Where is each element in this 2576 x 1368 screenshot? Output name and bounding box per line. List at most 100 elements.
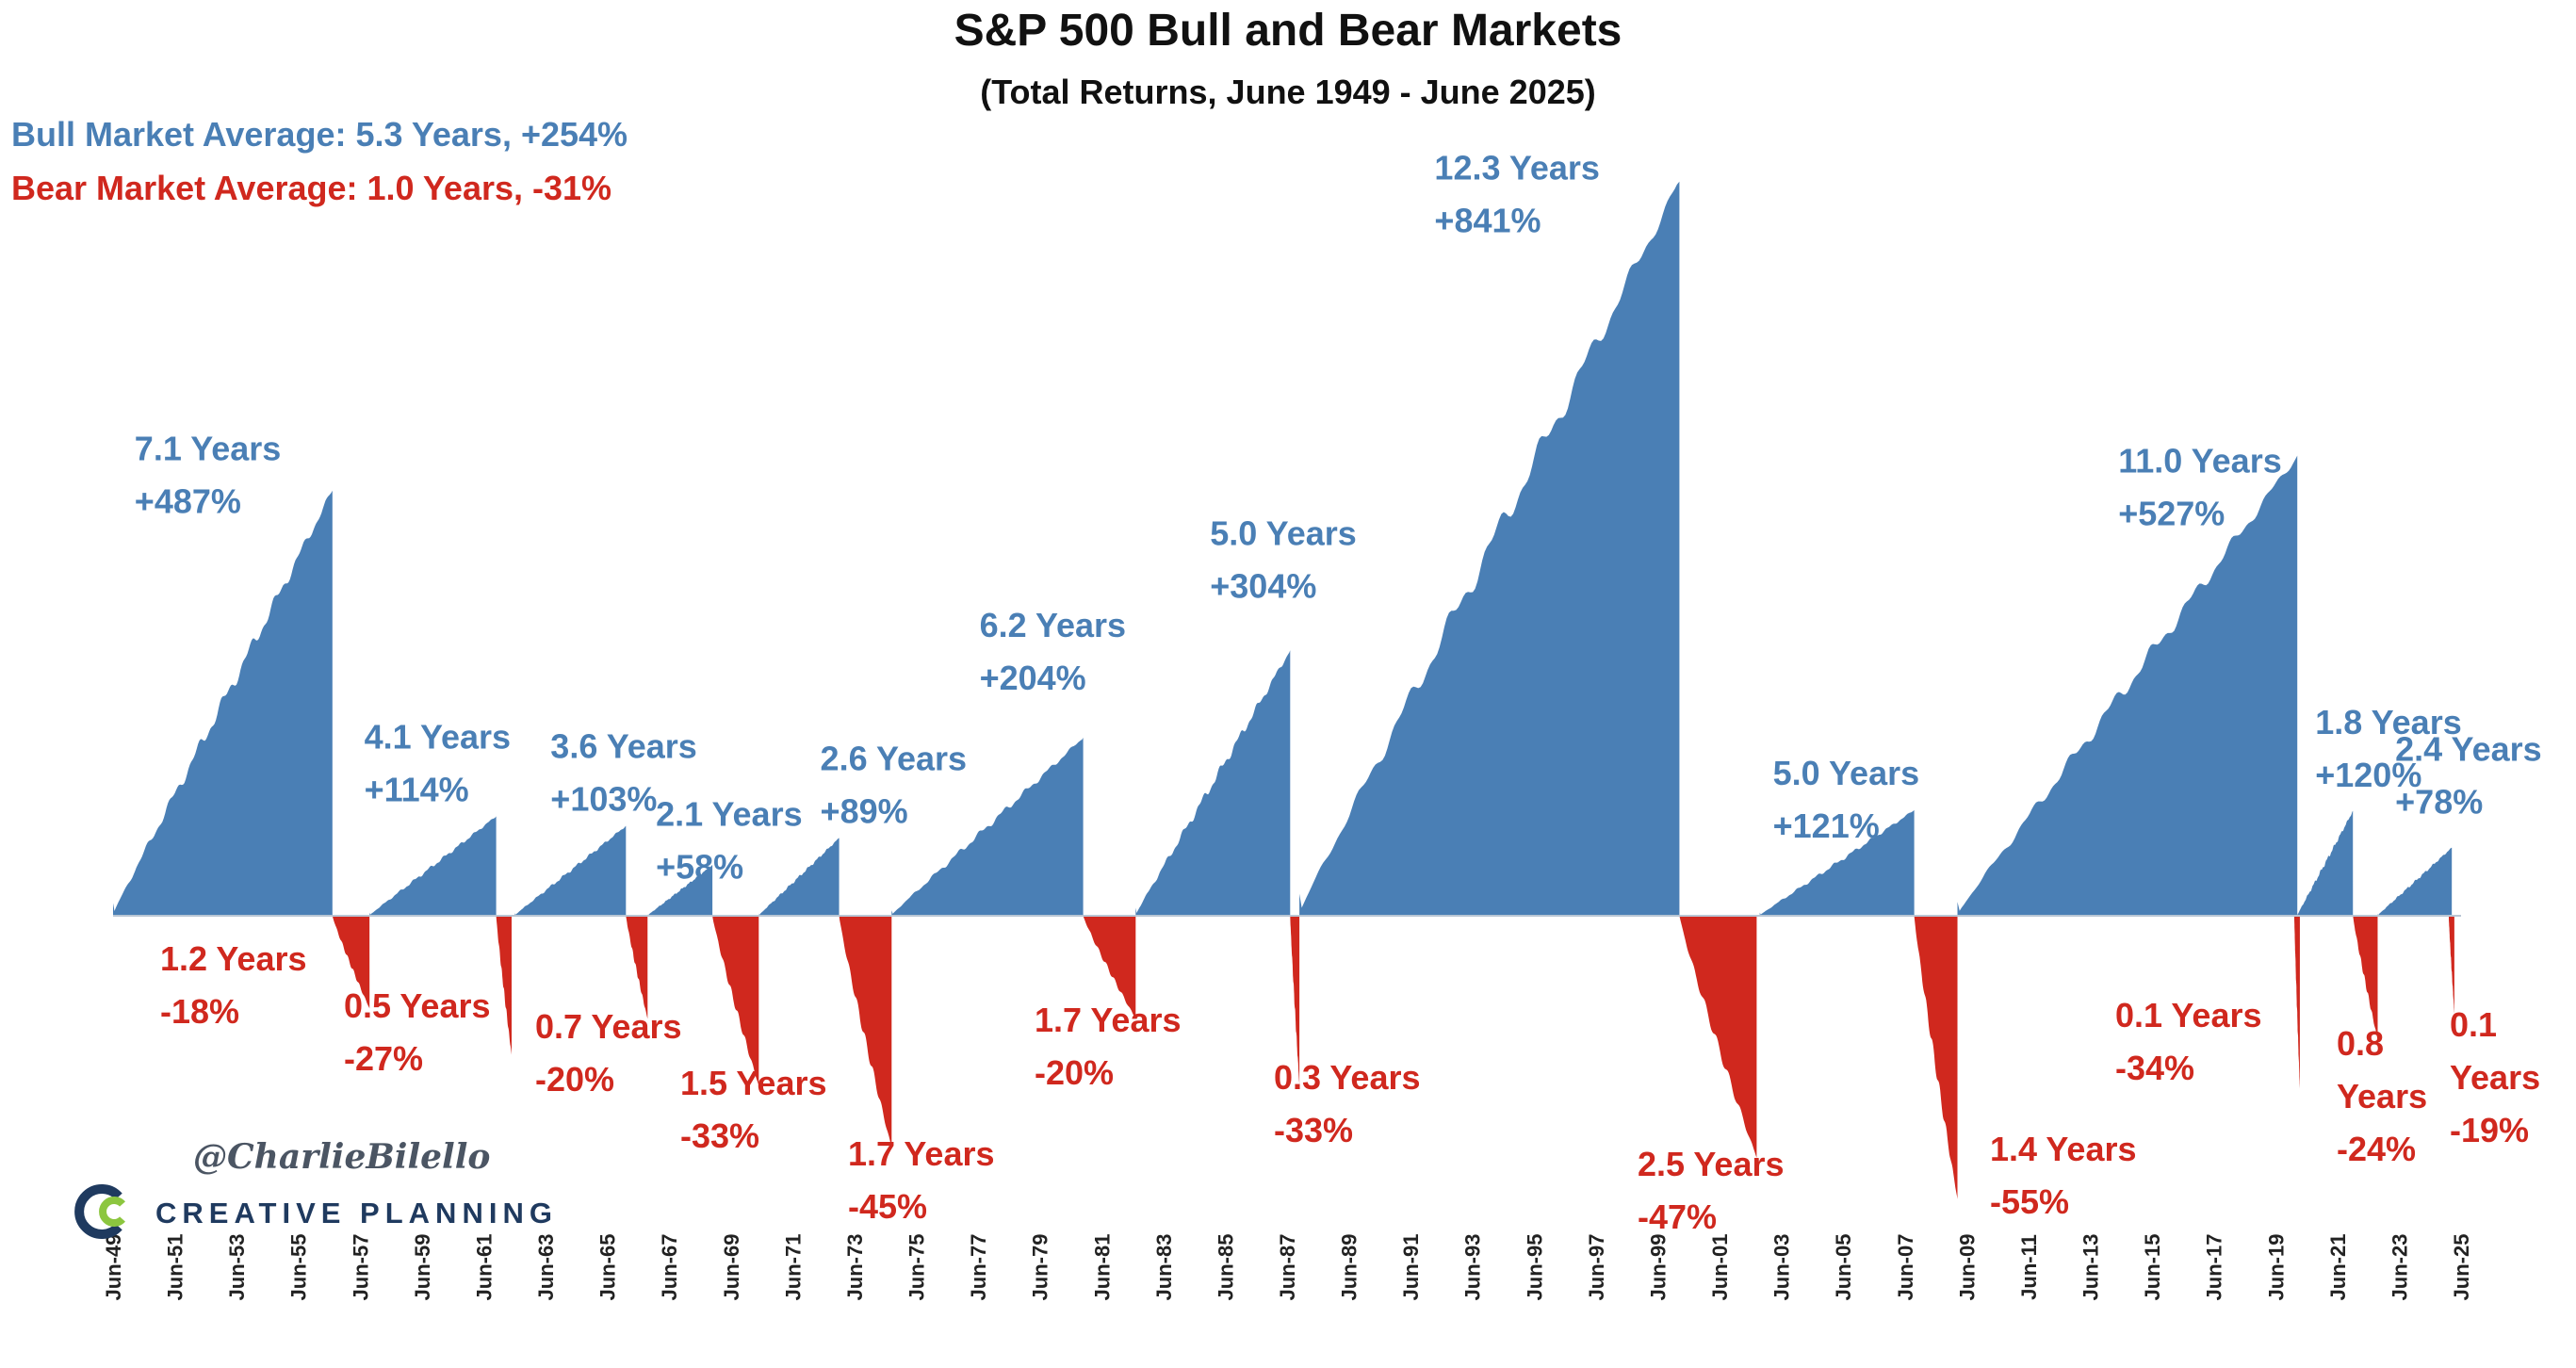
x-tick-label: Jun-01 [1708,1234,1732,1301]
x-tick-label: Jun-21 [2326,1234,2350,1301]
bear-market-area [1914,916,1958,1199]
x-tick-label: Jun-05 [1832,1234,1855,1301]
bear-market-area [2353,916,2378,1040]
bear-market-area [2293,916,2300,1091]
bull-market-area [514,825,627,916]
bull-market-area [2297,810,2354,916]
x-tick-label: Jun-75 [905,1234,929,1301]
x-tick-label: Jun-79 [1029,1234,1052,1301]
bull-duration-label: 2.1 Years [656,794,803,833]
bull-return-label: +304% [1210,566,1316,605]
bull-return-label: +89% [821,792,908,831]
bull-duration-label: 6.2 Years [980,606,1127,644]
bear-duration-label: 0.1 [2450,1005,2497,1044]
x-tick-label: Jun-87 [1276,1234,1299,1301]
x-tick-label: Jun-61 [472,1234,496,1301]
bear-duration-label: 1.7 Years [1035,1001,1182,1039]
x-tick-label: Jun-15 [2141,1234,2164,1301]
bull-return-label: +58% [656,847,743,886]
chart-subtitle: (Total Returns, June 1949 - June 2025) [980,73,1596,111]
bull-market-area [113,490,333,916]
x-tick-label: Jun-69 [720,1234,743,1301]
bear-return-label: -27% [344,1039,423,1078]
creative-planning-logo: CREATIVE PLANNING [74,1184,552,1239]
x-tick-label: Jun-71 [781,1234,805,1301]
bear-market-labels: 1.2 Years -18% 0.5 Years -27% 0.7 Years -20% 1… [160,939,2540,1236]
bull-duration-label: 11.0 Years [2118,442,2282,480]
bear-duration-label: 0.1 Years [2115,996,2262,1034]
x-tick-label: Jun-73 [843,1234,867,1301]
x-tick-label: Jun-11 [2017,1234,2041,1300]
x-tick-label: Jun-49 [102,1234,125,1301]
bull-return-label: +527% [2118,495,2225,533]
x-tick-label: Jun-07 [1894,1234,1917,1301]
x-tick-label: Jun-25 [2450,1234,2473,1301]
bear-market-area [626,916,648,1019]
bear-market-area [1083,916,1136,1019]
x-tick-label: Jun-89 [1338,1234,1361,1301]
bear-duration-label: 1.2 Years [160,939,307,978]
logo-mark-icon [74,1184,125,1239]
bull-average-label: Bull Market Average: 5.3 Years, +254% [11,115,628,154]
x-tick-label: Jun-55 [287,1234,311,1301]
bear-duration-label: 1.5 Years [680,1064,827,1102]
x-tick-label: Jun-57 [349,1234,372,1301]
bull-return-label: +78% [2395,783,2483,822]
bull-market-area [1759,809,1915,916]
bear-market-area [332,916,370,1009]
x-tick-label: Jun-65 [596,1234,620,1301]
bull-duration-label: 2.4 Years [2395,730,2542,769]
bull-market-area [1957,455,2298,916]
bear-market-areas [332,916,2454,1199]
bear-duration-label: 2.5 Years [1638,1145,1785,1183]
bear-duration-label: 0.5 Years [344,986,491,1025]
bear-market-area [839,916,892,1148]
bull-return-label: +487% [135,482,241,521]
x-tick-label: Jun-09 [1955,1234,1979,1301]
x-tick-label: Jun-83 [1152,1234,1176,1301]
bear-return-label: -18% [160,992,239,1031]
bull-return-label: +103% [550,780,657,819]
x-tick-label: Jun-59 [411,1234,434,1301]
bear-duration-label-unit: Years [2337,1077,2427,1116]
bear-market-area [1290,916,1300,1086]
bear-return-label: -55% [1990,1182,2069,1221]
bear-duration-label: 0.7 Years [535,1007,682,1046]
author-handle: @CharlieBilello [193,1137,490,1177]
bear-market-area [496,916,512,1055]
bear-return-label: -45% [848,1187,927,1226]
x-tick-label: Jun-95 [1523,1234,1546,1301]
bull-market-area [2377,847,2453,916]
x-tick-label: Jun-17 [2203,1234,2226,1301]
bull-market-area [369,816,497,916]
x-axis-ticks: Jun-49 Jun-51 Jun-53 Jun-55 Jun-57 Jun-59 Jun-… [102,1234,2473,1301]
bear-return-label: -33% [680,1116,759,1155]
bear-market-area [712,916,759,1086]
bull-return-label: +114% [365,770,469,808]
bull-return-label: +841% [1434,202,1541,240]
bear-average-label: Bear Market Average: 1.0 Years, -31% [11,169,611,207]
bear-return-label: -33% [1274,1111,1353,1149]
x-tick-label: Jun-85 [1214,1234,1237,1301]
x-tick-label: Jun-53 [225,1234,249,1301]
bull-duration-label: 5.0 Years [1210,513,1357,552]
x-tick-label: Jun-77 [967,1234,990,1301]
bear-return-label: -34% [2115,1049,2194,1087]
bull-return-label: +204% [980,659,1086,697]
bull-market-area [891,738,1084,916]
bull-duration-label: 3.6 Years [550,727,697,766]
bear-return-label: -20% [1035,1053,1114,1092]
bull-market-areas [113,181,2453,916]
bear-duration-label: 0.8 [2337,1024,2384,1063]
x-tick-label: Jun-13 [2079,1234,2103,1301]
bull-duration-label: 2.6 Years [821,740,968,778]
x-tick-label: Jun-63 [534,1234,558,1301]
x-tick-label: Jun-23 [2388,1234,2411,1301]
bull-duration-label: 4.1 Years [365,717,512,756]
bear-duration-label: 1.4 Years [1990,1130,2137,1168]
bear-duration-label-unit: Years [2450,1058,2540,1097]
bull-duration-label: 12.3 Years [1434,149,1600,187]
bear-return-label: -19% [2450,1111,2529,1149]
bear-market-area [2448,916,2454,1014]
